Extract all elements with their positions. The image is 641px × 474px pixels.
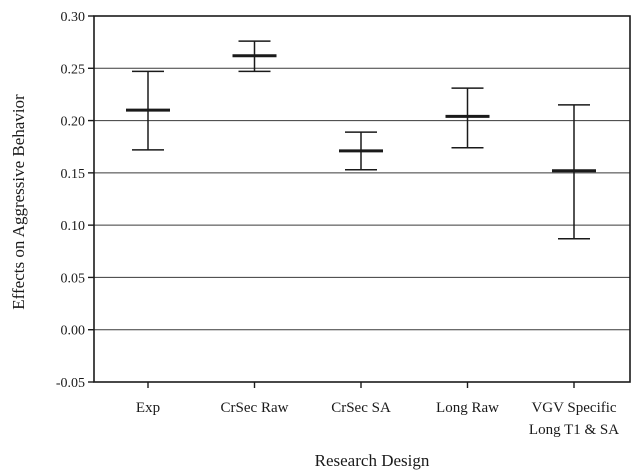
x-category-label: Long Raw (436, 400, 499, 416)
x-category-label: CrSec SA (331, 400, 391, 416)
y-tick-label: 0.10 (61, 219, 86, 234)
y-axis-title: Effects on Aggressive Behavior (9, 94, 28, 310)
x-category-label: VGV Specific (531, 400, 616, 416)
y-tick-label: 0.15 (61, 167, 86, 182)
y-tick-label: 0.30 (61, 10, 86, 25)
y-tick-label: 0.00 (61, 324, 86, 339)
y-tick-label: -0.05 (56, 376, 85, 391)
x-category-label: CrSec Raw (221, 400, 289, 416)
y-tick-label: 0.20 (61, 115, 86, 130)
y-tick-label: 0.25 (61, 62, 86, 77)
plot-frame (94, 16, 630, 382)
x-category-label: Long T1 & SA (529, 422, 619, 438)
y-tick-label: 0.05 (61, 271, 86, 286)
x-axis-title: Research Design (315, 451, 430, 470)
x-category-label: Exp (136, 400, 160, 416)
